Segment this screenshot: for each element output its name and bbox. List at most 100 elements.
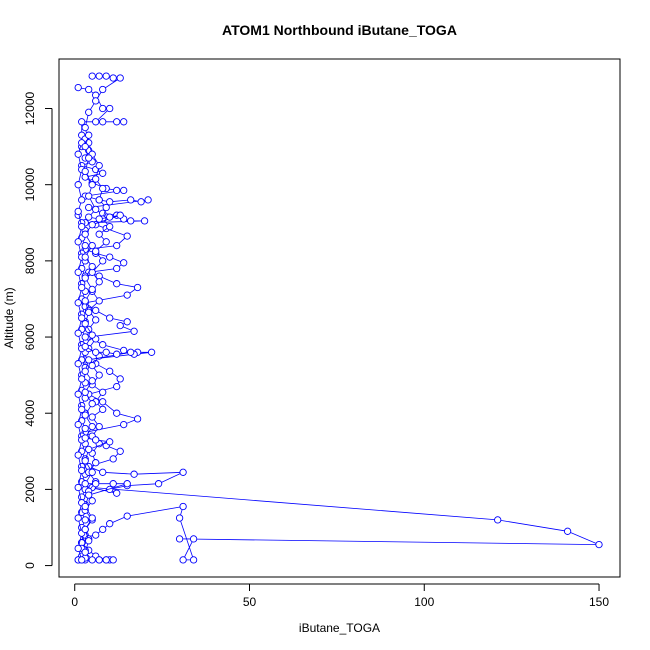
data-point xyxy=(494,516,502,524)
data-point xyxy=(85,213,93,221)
data-point xyxy=(81,333,89,341)
data-point xyxy=(74,83,82,92)
data-point xyxy=(99,184,107,193)
data-point xyxy=(88,262,96,271)
data-point xyxy=(78,556,86,564)
data-point xyxy=(74,514,82,522)
data-point xyxy=(95,371,103,379)
data-point xyxy=(175,514,184,522)
series-group xyxy=(74,72,603,564)
x-axis-label: iButane_TOGA xyxy=(299,621,380,635)
data-point xyxy=(133,415,142,423)
data-point xyxy=(154,480,163,488)
chart-title: ATOM1 Northbound iButane_TOGA xyxy=(222,22,457,38)
data-point xyxy=(116,321,124,330)
data-point xyxy=(99,468,107,476)
data-point xyxy=(88,72,96,80)
data-point xyxy=(78,375,86,383)
data-point xyxy=(92,436,100,444)
series-5 xyxy=(81,131,135,564)
data-point xyxy=(88,221,96,229)
data-point xyxy=(74,451,82,459)
data-point xyxy=(106,520,114,528)
data-point xyxy=(116,211,124,219)
data-point xyxy=(85,356,93,364)
data-point xyxy=(95,161,103,170)
data-point xyxy=(189,556,198,564)
plot-frame xyxy=(58,58,621,578)
data-point xyxy=(113,489,121,497)
data-point xyxy=(88,514,96,522)
y-tick-label: 0 xyxy=(23,562,37,569)
data-point xyxy=(109,74,117,82)
data-point xyxy=(95,215,103,223)
data-point xyxy=(81,480,89,488)
data-point xyxy=(102,203,110,212)
data-point xyxy=(78,405,86,414)
data-point xyxy=(81,167,89,176)
data-point xyxy=(81,342,89,351)
data-point xyxy=(95,422,103,431)
data-point xyxy=(99,85,107,94)
data-point xyxy=(95,297,103,305)
data-point xyxy=(109,480,117,488)
data-point xyxy=(113,118,121,126)
data-point xyxy=(106,438,114,446)
data-point xyxy=(123,480,131,488)
series-3 xyxy=(78,72,124,562)
data-point xyxy=(179,468,187,476)
data-point xyxy=(95,556,103,564)
data-point xyxy=(74,238,82,246)
data-point xyxy=(78,222,86,231)
data-point xyxy=(74,390,82,398)
data-point xyxy=(81,525,89,534)
data-point xyxy=(123,291,131,299)
data-point xyxy=(88,497,96,505)
data-point xyxy=(127,348,135,356)
data-point xyxy=(78,314,86,322)
data-point xyxy=(81,274,89,282)
data-point xyxy=(88,361,96,370)
data-point xyxy=(120,420,128,429)
data-point xyxy=(120,186,128,195)
data-point xyxy=(179,502,187,511)
data-point xyxy=(175,535,184,543)
data-point xyxy=(81,457,89,465)
data-point xyxy=(78,118,86,126)
data-point xyxy=(88,468,96,476)
data-point xyxy=(99,388,107,396)
y-tick-label: 10000 xyxy=(23,168,37,202)
data-point xyxy=(85,108,93,116)
data-point xyxy=(74,483,82,492)
data-point xyxy=(113,264,121,273)
data-point xyxy=(74,150,82,158)
data-point xyxy=(92,316,100,324)
data-point xyxy=(127,217,135,225)
data-point xyxy=(95,278,103,286)
y-tick-label: 6000 xyxy=(23,323,37,350)
data-point xyxy=(113,350,121,358)
data-point xyxy=(144,196,152,204)
data-point xyxy=(99,257,107,265)
data-point xyxy=(92,531,100,539)
data-point xyxy=(78,466,86,475)
y-axis-label: Altitude (m) xyxy=(2,287,16,348)
data-point xyxy=(113,280,121,288)
data-point xyxy=(140,217,149,225)
data-point xyxy=(81,297,89,305)
data-point xyxy=(74,268,82,276)
data-point xyxy=(120,118,128,126)
x-tick-label: 100 xyxy=(414,595,434,609)
data-point xyxy=(106,198,114,206)
data-point xyxy=(74,360,82,368)
data-point xyxy=(113,241,121,250)
data-point xyxy=(81,253,89,261)
data-point xyxy=(99,398,107,406)
data-point xyxy=(595,540,603,549)
data-point xyxy=(127,196,135,204)
data-point xyxy=(88,331,96,339)
data-point xyxy=(99,104,107,113)
y-tick-label: 8000 xyxy=(23,247,37,274)
data-point xyxy=(88,422,96,431)
